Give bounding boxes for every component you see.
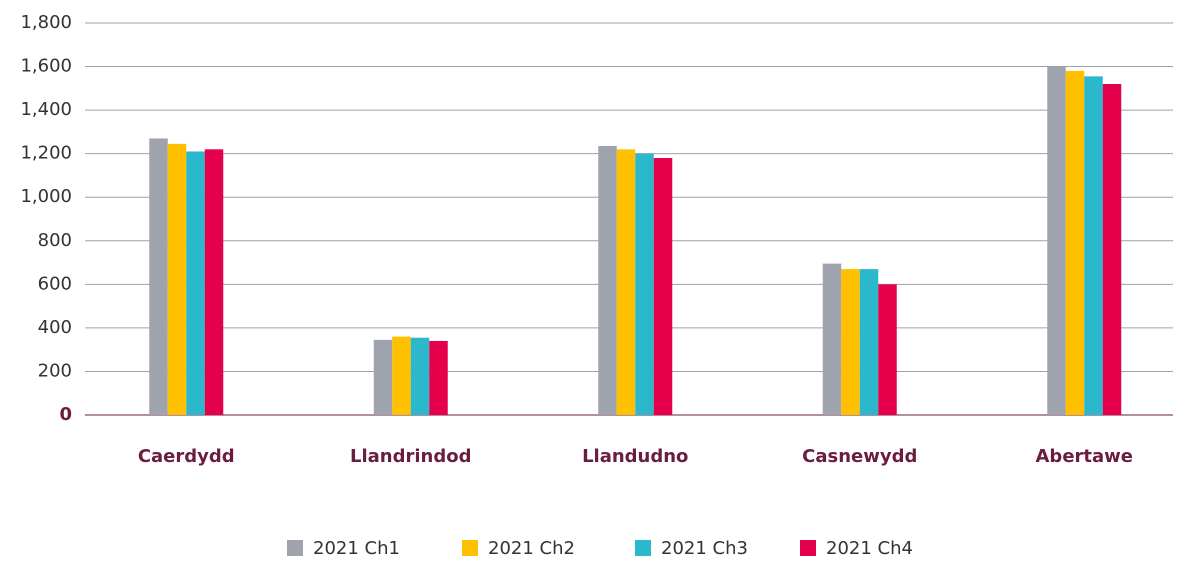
bar (149, 138, 168, 415)
bar (653, 158, 673, 415)
bar (410, 337, 430, 415)
legend-swatch (462, 540, 478, 556)
y-tick-label: 1,800 (20, 12, 72, 33)
bar (373, 339, 393, 415)
bar (186, 151, 205, 415)
bar (822, 263, 842, 415)
bar (1065, 70, 1085, 416)
y-tick-label: 400 (38, 317, 72, 338)
y-tick-label: 1,600 (20, 56, 72, 77)
bar (616, 149, 636, 416)
x-tick-label: Llandudno (582, 446, 688, 467)
bar (635, 153, 654, 415)
bar (1047, 66, 1066, 416)
x-tick-label: Caerdydd (138, 446, 235, 467)
legend-swatch (800, 540, 816, 556)
bar (598, 146, 617, 416)
bar (878, 284, 897, 415)
y-tick-label: 0 (59, 404, 72, 425)
x-tick-label: Casnewydd (802, 446, 917, 467)
legend-label: 2021 Ch3 (661, 538, 748, 559)
y-tick-label: 600 (38, 273, 72, 294)
legend-label: 2021 Ch4 (826, 538, 913, 559)
legend-label: 2021 Ch2 (488, 538, 575, 559)
bar (392, 336, 411, 415)
y-tick-label: 200 (38, 360, 72, 381)
bar (204, 149, 224, 416)
legend-swatch (287, 540, 303, 556)
legend-label: 2021 Ch1 (313, 538, 400, 559)
y-tick-label: 1,400 (20, 99, 72, 120)
y-tick-label: 800 (38, 230, 72, 251)
bar (1084, 76, 1103, 415)
bar (841, 269, 860, 415)
bar (1102, 83, 1122, 415)
y-tick-label: 1,000 (20, 186, 72, 207)
x-tick-label: Abertawe (1036, 446, 1134, 467)
bar (167, 143, 187, 415)
bar (429, 340, 448, 415)
legend-swatch (635, 540, 651, 556)
y-tick-label: 1,200 (20, 143, 72, 164)
bar (859, 269, 879, 415)
x-tick-label: Llandrindod (350, 446, 471, 467)
